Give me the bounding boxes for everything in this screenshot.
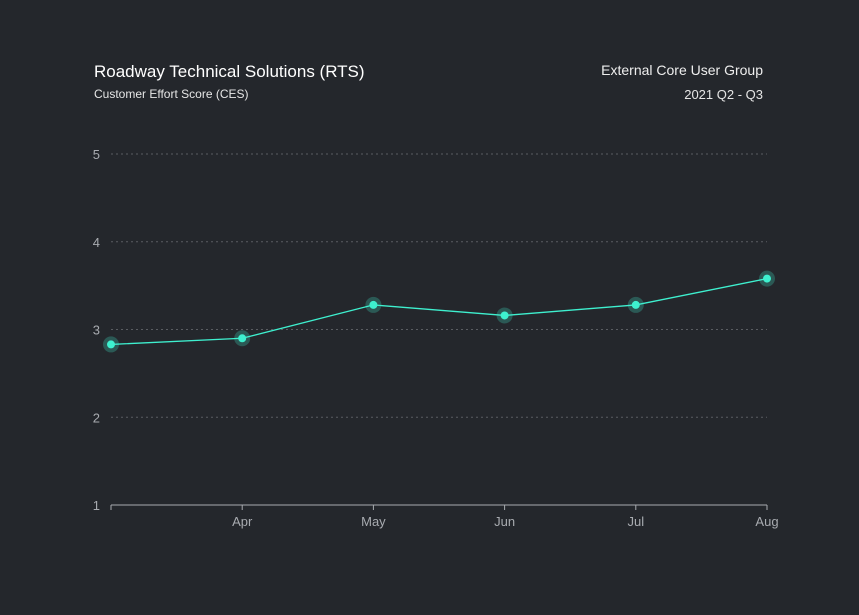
data-point [369, 300, 378, 309]
x-tick-label: Jul [627, 514, 644, 529]
data-point [107, 340, 115, 349]
x-tick-label: Jun [494, 514, 515, 529]
data-point [763, 274, 771, 283]
chart-title: Roadway Technical Solutions (RTS) [94, 62, 365, 81]
data-point [238, 334, 247, 343]
y-tick-label: 5 [93, 147, 100, 162]
x-tick-label: Aug [755, 514, 778, 529]
period-label: 2021 Q2 - Q3 [684, 87, 763, 102]
data-point [631, 300, 640, 309]
y-tick-label: 3 [93, 323, 100, 338]
user-group-label: External Core User Group [601, 62, 763, 78]
chart-subtitle: Customer Effort Score (CES) [94, 87, 249, 101]
y-tick-label: 2 [93, 410, 100, 425]
y-tick-label: 1 [93, 498, 100, 513]
x-tick-label: Apr [232, 514, 253, 529]
data-point [500, 311, 509, 320]
x-tick-label: May [361, 514, 386, 529]
series-line [110, 277, 768, 346]
y-tick-label: 4 [93, 235, 100, 250]
